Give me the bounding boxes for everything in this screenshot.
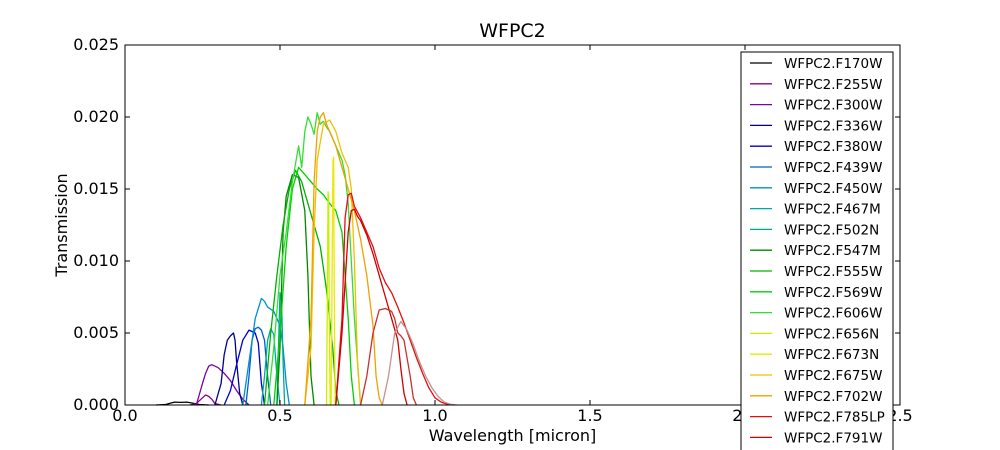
series-line-wfpc2-f380w — [223, 329, 266, 406]
series-line-wfpc2-f170w — [155, 401, 209, 406]
legend-entry: WFPC2.F569W — [784, 285, 882, 301]
legend-entry: WFPC2.F656N — [784, 326, 879, 342]
series-line-wfpc2-f673n — [330, 156, 336, 406]
legend-entry: WFPC2.F336W — [784, 118, 882, 134]
legend-entry: WFPC2.F439W — [784, 160, 882, 176]
y-tick-label: 0.025 — [73, 35, 119, 54]
series-line-wfpc2-f702w — [304, 112, 383, 406]
plot-lines — [155, 112, 457, 406]
series-line-wfpc2-f450w — [242, 297, 290, 406]
x-axis-label: Wavelength [micron] — [429, 426, 596, 445]
series-line-wfpc2-f675w — [304, 119, 362, 406]
series-line-wfpc2-f785lp — [335, 192, 454, 406]
x-tick-label: 2.5 — [887, 406, 912, 425]
chart-title: WFPC2 — [479, 20, 546, 42]
y-tick-label: 0.015 — [73, 179, 119, 198]
x-tick-label: 1.5 — [577, 406, 602, 425]
legend-entry: WFPC2.F675W — [784, 368, 882, 384]
legend-entry: WFPC2.F300W — [784, 98, 882, 114]
legend-entry: WFPC2.F606W — [784, 306, 882, 322]
legend-entry: WFPC2.F791W — [784, 430, 882, 446]
series-line-wfpc2-f791w — [335, 208, 408, 406]
x-tick-label: 0.5 — [267, 406, 292, 425]
series-line-wfpc2-f300w — [195, 364, 250, 406]
legend: WFPC2.F170W WFPC2.F255W WFPC2.F300W WFPC2.F… — [740, 51, 894, 450]
legend-entry: WFPC2.F673N — [784, 347, 879, 363]
series-line-wfpc2-f606w — [266, 112, 362, 406]
plot-frame — [124, 44, 901, 406]
legend-entry: WFPC2.F255W — [784, 77, 882, 93]
series-line-unnamed-19 — [359, 307, 417, 406]
legend-box — [740, 51, 894, 450]
y-tick-label: 0.000 — [73, 395, 119, 414]
y-axis-label: Transmission — [52, 173, 71, 277]
series-line-wfpc2-f569w — [273, 166, 356, 406]
legend-entry: WFPC2.F380W — [784, 139, 882, 155]
x-axis: 0.00.51.01.52.02.5 — [112, 45, 913, 425]
legend-entry: WFPC2.F502N — [784, 222, 879, 238]
x-tick-label: 1.0 — [422, 406, 447, 425]
y-axis: 0.000 0.005 0.010 0.015 0.020 0.025 — [73, 35, 900, 414]
series-line-wfpc2-f656n — [325, 191, 331, 406]
series-line-wfpc2-f336w — [214, 332, 244, 406]
series-line-wfpc2-f439w — [245, 326, 272, 406]
y-tick-label: 0.020 — [73, 107, 119, 126]
legend-entry: WFPC2.F547M — [784, 243, 881, 259]
legend-entry: WFPC2.F702W — [784, 389, 882, 405]
legend-entry: WFPC2.F785LP — [784, 410, 885, 426]
legend-entry: WFPC2.F467M — [784, 202, 881, 218]
series-line-unnamed-20 — [381, 320, 457, 406]
legend-entry: WFPC2.F555W — [784, 264, 882, 280]
legend-entry: WFPC2.F450W — [784, 181, 882, 197]
y-tick-label: 0.010 — [73, 251, 119, 270]
legend-entry: WFPC2.F170W — [784, 56, 882, 72]
x-tick-label: 0.0 — [112, 406, 137, 425]
y-tick-label: 0.005 — [73, 323, 119, 342]
